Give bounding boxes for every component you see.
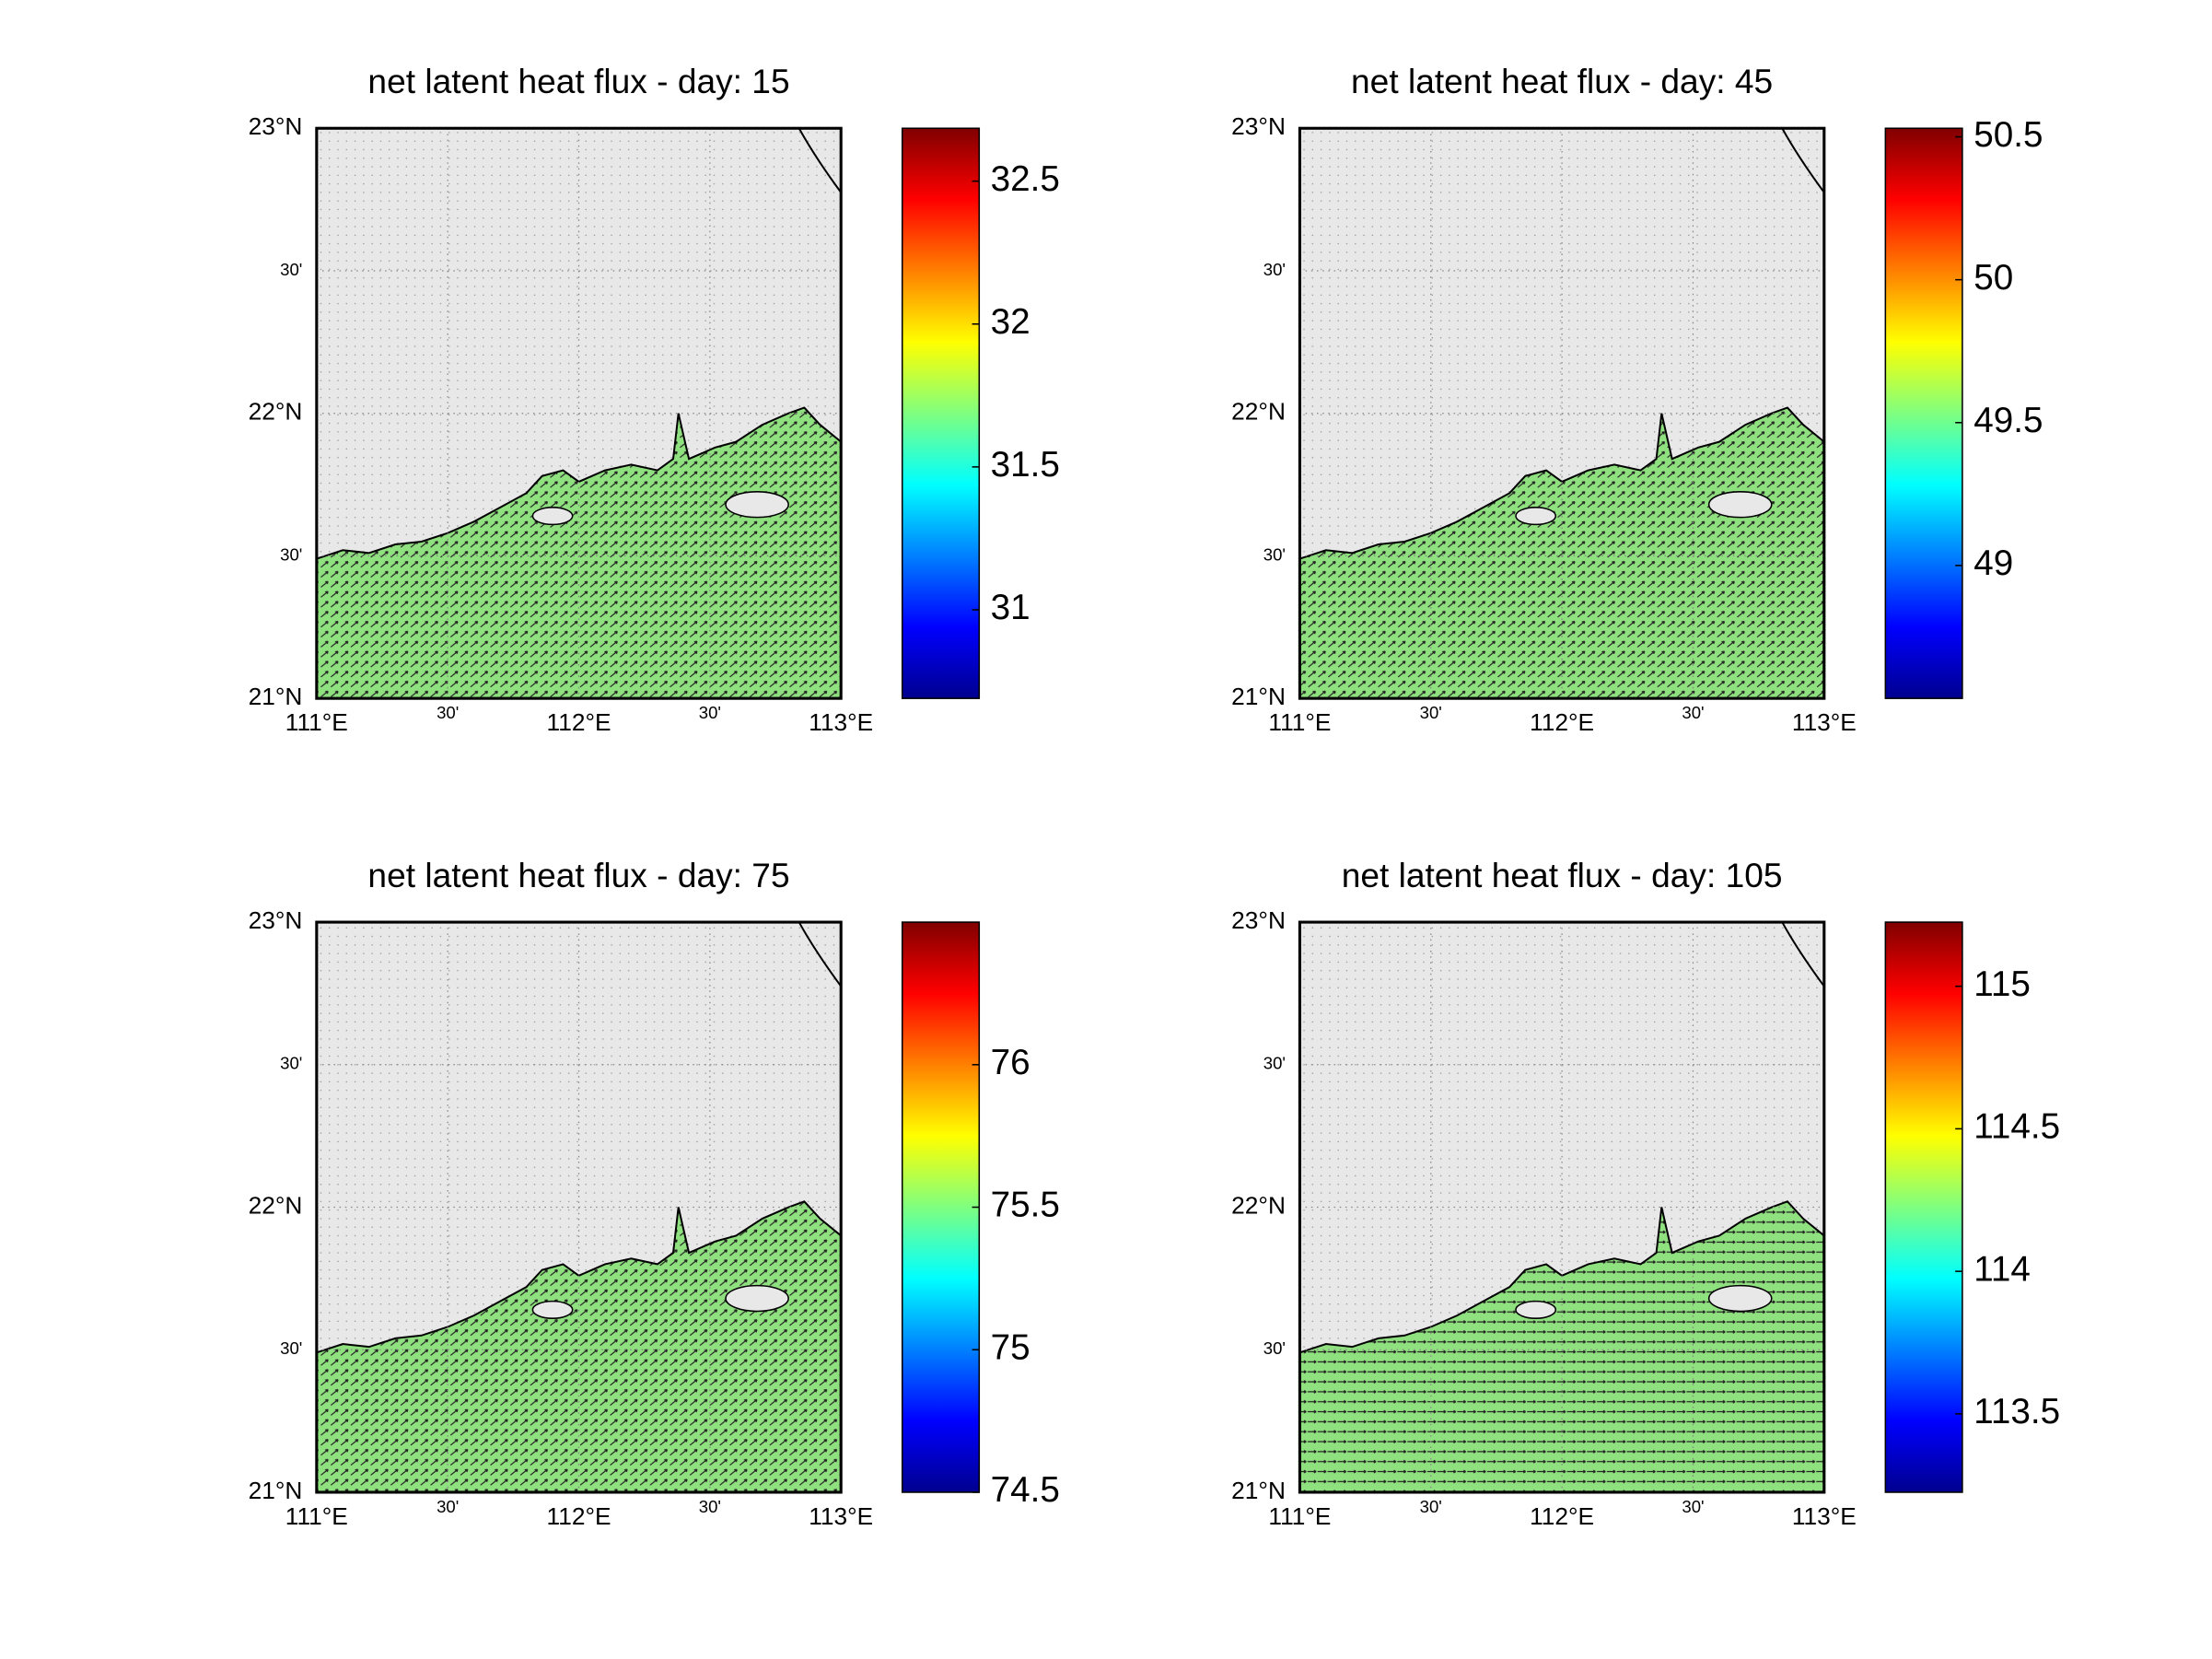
x-tick-label: 111°E <box>1268 708 1331 736</box>
x-tick-label: 113°E <box>1792 1502 1857 1530</box>
coastline <box>316 406 842 560</box>
y-tick-label: 23°N <box>249 906 303 934</box>
x-tick-label: 111°E <box>1268 1502 1331 1530</box>
x-tick-label: 30' <box>437 1497 459 1516</box>
x-tick-label: 30' <box>1682 1497 1704 1516</box>
island <box>1515 1300 1557 1319</box>
y-tick-label: 21°N <box>249 683 303 710</box>
y-tick-label: 30' <box>280 1054 302 1073</box>
map-frame <box>1298 126 1826 700</box>
colorbar-tick-label: 32.5 <box>991 159 1060 199</box>
y-tick-label: 30' <box>1263 1338 1286 1358</box>
y-tick-label: 23°N <box>1231 112 1286 140</box>
y-tick-label: 23°N <box>249 112 303 140</box>
y-tick-label: 22°N <box>1231 398 1286 426</box>
colorbar-tick-label: 50 <box>1973 258 2013 298</box>
y-tick-label: 30' <box>280 544 302 564</box>
x-tick-label: 112°E <box>1530 1502 1594 1530</box>
colorbar-tick-label: 113.5 <box>1973 1392 2060 1431</box>
island <box>1707 1284 1773 1313</box>
y-tick-label: 30' <box>1263 544 1286 564</box>
x-tick-label: 111°E <box>285 1502 348 1530</box>
island <box>725 1284 789 1313</box>
colorbar <box>1884 921 1963 1493</box>
panel: net latent heat flux - day: 15 111°E 30' 11… <box>249 62 1060 736</box>
colorbar <box>901 921 981 1493</box>
island <box>531 1300 574 1319</box>
colorbar-tick-label: 49 <box>1973 543 2013 583</box>
coastline <box>797 921 843 987</box>
coastline <box>1299 406 1825 560</box>
map-frame <box>1298 920 1826 1494</box>
x-tick-label: 30' <box>437 703 459 722</box>
colorbar-tick-label: 31 <box>991 588 1030 627</box>
y-tick-label: 21°N <box>1231 1477 1286 1504</box>
y-tick-label: 23°N <box>1231 906 1286 934</box>
colorbar-tick-label: 31.5 <box>991 445 1060 485</box>
x-tick-label: 30' <box>699 1497 721 1516</box>
colorbar-tick-label: 115 <box>1973 964 2031 1004</box>
island <box>1515 507 1557 526</box>
colorbar <box>901 127 981 699</box>
colorbar-tick-label: 114.5 <box>1973 1107 2060 1147</box>
y-tick-label: 21°N <box>249 1477 303 1504</box>
x-tick-label: 113°E <box>1792 708 1857 736</box>
y-tick-label: 30' <box>280 260 302 279</box>
x-tick-label: 30' <box>699 703 721 722</box>
x-tick-label: 113°E <box>809 1502 873 1530</box>
island <box>725 491 789 519</box>
panel: net latent heat flux - day: 75 111°E 30' 11… <box>249 856 1060 1530</box>
coastline <box>797 127 843 193</box>
colorbar-tick-label: 74.5 <box>991 1470 1060 1510</box>
colorbar-tick-label: 50.5 <box>1973 115 2043 155</box>
x-tick-label: 30' <box>1682 703 1704 722</box>
y-tick-label: 30' <box>1263 1054 1286 1073</box>
x-tick-label: 30' <box>1420 703 1442 722</box>
map-frame <box>315 920 843 1494</box>
colorbar-tick-label: 32 <box>991 302 1030 342</box>
colorbar <box>1884 127 1963 699</box>
coastline <box>1781 921 1825 987</box>
island <box>531 507 574 526</box>
colorbar-tick-label: 49.5 <box>1973 401 2043 440</box>
x-tick-label: 112°E <box>547 1502 611 1530</box>
island <box>1707 491 1773 519</box>
y-tick-label: 22°N <box>249 1191 303 1219</box>
colorbar-tick-label: 114 <box>1973 1249 2031 1289</box>
y-tick-label: 21°N <box>1231 683 1286 710</box>
x-tick-label: 111°E <box>285 708 348 736</box>
y-tick-label: 30' <box>1263 260 1286 279</box>
y-tick-label: 22°N <box>1231 1191 1286 1219</box>
coastline <box>1781 127 1825 193</box>
map-frame <box>315 126 843 700</box>
y-tick-label: 30' <box>280 1338 302 1358</box>
panel: net latent heat flux - day: 45 111°E 30' 11… <box>1231 62 2043 736</box>
x-tick-label: 112°E <box>547 708 611 736</box>
x-tick-label: 113°E <box>809 708 873 736</box>
panel: net latent heat flux - day: 105 111°E 30' 1… <box>1231 856 2060 1530</box>
colorbar-tick-label: 76 <box>991 1043 1030 1082</box>
y-tick-label: 22°N <box>249 398 303 426</box>
colorbar-tick-label: 75 <box>991 1327 1030 1367</box>
coastline <box>316 1200 842 1354</box>
panel-title: net latent heat flux - day: 75 <box>367 856 789 894</box>
x-tick-label: 30' <box>1420 1497 1442 1516</box>
colorbar-tick-label: 75.5 <box>991 1186 1060 1225</box>
panel-title: net latent heat flux - day: 45 <box>1351 62 1773 100</box>
panel-title: net latent heat flux - day: 105 <box>1342 856 1783 894</box>
panel-title: net latent heat flux - day: 15 <box>367 62 789 100</box>
x-tick-label: 112°E <box>1530 708 1594 736</box>
coastline <box>1299 1200 1825 1354</box>
